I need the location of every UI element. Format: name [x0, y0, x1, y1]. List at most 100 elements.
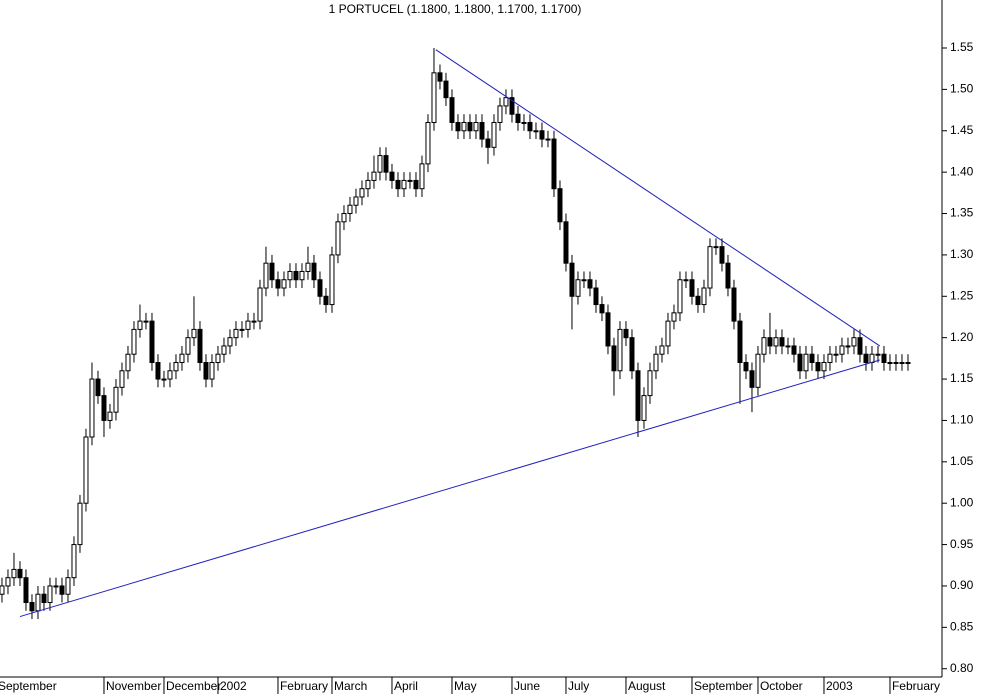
- candle-body: [95, 378, 101, 397]
- candle-body: [245, 320, 251, 330]
- candle-body: [749, 370, 755, 388]
- candle-body: [863, 353, 869, 364]
- candle-body: [59, 585, 65, 595]
- candle-body: [821, 362, 827, 372]
- candle-body: [599, 304, 605, 314]
- candle-body: [635, 370, 641, 421]
- candle-body: [815, 362, 821, 372]
- candle-body: [659, 345, 665, 355]
- y-tick-label: 1.30: [950, 247, 974, 261]
- candle-body: [407, 179, 413, 182]
- candle-body: [161, 378, 167, 381]
- candle-body: [53, 585, 59, 588]
- y-tick-label: 0.80: [950, 661, 974, 675]
- y-tick-label: 0.95: [950, 537, 974, 551]
- candle-body: [623, 328, 629, 339]
- candle-body: [305, 262, 311, 272]
- candle-body: [719, 246, 725, 264]
- y-tick-label: 1.05: [950, 454, 974, 468]
- x-tick-label: February: [280, 679, 328, 693]
- candle-body: [185, 337, 191, 355]
- candle-body: [413, 179, 419, 190]
- candle-body: [143, 320, 149, 323]
- candle-body: [335, 221, 341, 256]
- candle-body: [845, 345, 851, 348]
- candle-body: [539, 130, 545, 140]
- candle-body: [29, 602, 35, 612]
- x-tick-label: April: [394, 679, 418, 693]
- y-tick-label: 0.90: [950, 578, 974, 592]
- candle-body: [167, 370, 173, 380]
- candle-body: [551, 138, 557, 190]
- candle-body: [833, 353, 839, 356]
- candle-body: [227, 337, 233, 347]
- candle-body: [119, 370, 125, 388]
- y-tick-label: 1.40: [950, 164, 974, 178]
- x-tick-label: November: [106, 679, 161, 693]
- candle-body: [299, 270, 305, 281]
- candle-body: [611, 345, 617, 372]
- candle-body: [0, 585, 5, 595]
- candle-body: [233, 328, 239, 339]
- candle-body: [191, 328, 197, 339]
- candle-body: [329, 254, 335, 306]
- candle-body: [5, 577, 11, 587]
- candle-body: [653, 353, 659, 372]
- candle-body: [617, 328, 623, 372]
- candle-body: [461, 121, 467, 132]
- x-tick-label: June: [514, 679, 540, 693]
- candle-body: [869, 353, 875, 364]
- x-tick-label: February: [892, 679, 940, 693]
- y-tick-label: 1.25: [950, 288, 974, 302]
- candle-body: [71, 544, 77, 579]
- candle-body: [881, 353, 887, 364]
- candle-body: [485, 138, 491, 148]
- candle-body: [215, 353, 221, 364]
- candle-body: [209, 362, 215, 380]
- candle-body: [251, 320, 257, 323]
- candle-body: [647, 370, 653, 397]
- candle-body: [827, 353, 833, 364]
- candle-body: [503, 97, 509, 107]
- candle-body: [677, 279, 683, 314]
- candle-body: [671, 312, 677, 322]
- trendline: [19, 359, 880, 618]
- x-tick-label: September: [0, 679, 57, 693]
- candle-body: [269, 262, 275, 281]
- candle-body: [707, 246, 713, 289]
- candle-body: [263, 262, 269, 289]
- candle-body: [17, 568, 23, 579]
- candle-body: [173, 362, 179, 372]
- candle-body: [575, 279, 581, 297]
- candle-body: [149, 320, 155, 364]
- candle-body: [35, 593, 41, 612]
- candle-body: [137, 320, 143, 330]
- candle-body: [101, 395, 107, 421]
- candle-body: [359, 188, 365, 198]
- candle-body: [479, 121, 485, 140]
- candle-body: [107, 411, 113, 421]
- candle-body: [755, 353, 761, 388]
- candle-body: [581, 279, 587, 282]
- y-tick-label: 1.45: [950, 123, 974, 137]
- candle-body: [593, 287, 599, 306]
- chart-title: 1 PORTUCEL (1.1800, 1.1800, 1.1700, 1.17…: [329, 2, 582, 16]
- candle-body: [113, 386, 119, 413]
- candle-body: [239, 328, 245, 331]
- candle-body: [431, 72, 437, 123]
- y-tick-label: 1.00: [950, 495, 974, 509]
- candle-body: [545, 138, 551, 141]
- candle-body: [83, 436, 89, 504]
- x-tick-label: May: [454, 679, 477, 693]
- candle-body: [455, 121, 461, 132]
- y-tick-label: 1.10: [950, 413, 974, 427]
- candle-body: [779, 337, 785, 347]
- trendline: [435, 49, 881, 347]
- candle-body: [743, 362, 749, 372]
- candle-body: [467, 121, 473, 132]
- candle-body: [491, 121, 497, 148]
- candle-body: [761, 337, 767, 355]
- x-tick-label: October: [760, 679, 803, 693]
- candle-body: [605, 312, 611, 347]
- candle-body: [65, 577, 71, 595]
